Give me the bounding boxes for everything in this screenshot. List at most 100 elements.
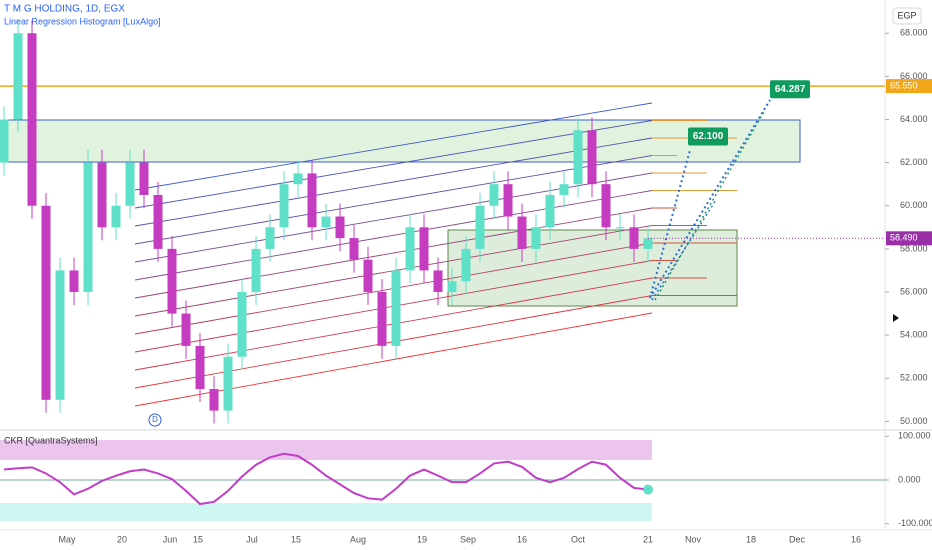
candle-body bbox=[615, 227, 625, 229]
candle-body bbox=[447, 281, 457, 292]
candle-body bbox=[167, 248, 177, 314]
candle-body bbox=[223, 356, 233, 411]
candle-body bbox=[321, 216, 331, 228]
x-tick-label: Dec bbox=[789, 534, 806, 544]
y-tick-label: 56.000 bbox=[900, 286, 928, 296]
target-label: 62.100 bbox=[693, 131, 724, 142]
osc-last bbox=[643, 484, 653, 495]
osc-tick-label: 0.000 bbox=[898, 474, 921, 484]
candle-body bbox=[363, 259, 373, 292]
dividend-icon[interactable] bbox=[148, 413, 162, 427]
y-tick-label: 62.000 bbox=[900, 157, 928, 167]
candle-body bbox=[251, 248, 261, 292]
candle-body bbox=[265, 227, 275, 249]
y-tick-label: 66.000 bbox=[900, 71, 928, 81]
x-tick-label: Jun bbox=[163, 534, 178, 544]
candle-body bbox=[391, 270, 401, 346]
candle-body bbox=[545, 194, 555, 228]
channel-line bbox=[134, 137, 653, 227]
candle-body bbox=[195, 345, 205, 390]
chart-title: T M G HOLDING, 1D, EGX bbox=[4, 4, 125, 15]
scroll-arrow[interactable] bbox=[893, 314, 899, 322]
candle-body bbox=[349, 238, 359, 260]
candle-body bbox=[419, 227, 429, 271]
candle-body bbox=[587, 130, 597, 185]
projection bbox=[649, 99, 771, 299]
oversold-band bbox=[0, 503, 652, 521]
currency: EGP bbox=[897, 10, 916, 20]
candle-body bbox=[335, 216, 345, 239]
price-line-label: 65.550 bbox=[890, 80, 918, 90]
osc-line bbox=[3, 452, 649, 506]
y-tick-label: 52.000 bbox=[900, 373, 928, 383]
candle-body bbox=[475, 205, 485, 249]
candle-body bbox=[41, 205, 51, 400]
candle-body bbox=[293, 173, 303, 185]
overbought-band bbox=[0, 440, 652, 460]
projection bbox=[654, 109, 766, 301]
candle-body bbox=[69, 270, 79, 292]
support-zone bbox=[447, 229, 738, 307]
price-line-box bbox=[886, 79, 932, 94]
candle-body bbox=[489, 184, 499, 206]
x-tick-label: Aug bbox=[350, 534, 366, 544]
candle-body bbox=[153, 194, 163, 249]
y-tick-label: 50.000 bbox=[900, 416, 928, 426]
candle-body bbox=[279, 184, 289, 228]
last-price-label: 58.490 bbox=[890, 233, 918, 243]
candle-body bbox=[461, 248, 471, 282]
candle-body bbox=[643, 238, 653, 249]
candle-body bbox=[97, 162, 107, 228]
channel-line bbox=[134, 190, 653, 281]
candle-body bbox=[139, 162, 149, 195]
candle-body bbox=[209, 389, 219, 411]
candle-body bbox=[111, 205, 121, 228]
candle-body bbox=[0, 119, 9, 163]
x-tick-label: 20 bbox=[117, 534, 127, 544]
osc-tick-label: 100.000 bbox=[898, 431, 931, 441]
candle-body bbox=[55, 270, 65, 400]
channel-line bbox=[134, 102, 653, 191]
target-box bbox=[688, 127, 728, 146]
candle-body bbox=[573, 130, 583, 185]
x-tick-label: 19 bbox=[417, 534, 427, 544]
x-tick-label: Sep bbox=[460, 534, 476, 544]
y-tick-label: 60.000 bbox=[900, 200, 928, 210]
x-tick-label: 21 bbox=[643, 534, 653, 544]
candle-body bbox=[503, 184, 513, 217]
channel-line bbox=[134, 312, 653, 407]
oscillator-title: CKR [QuantraSystems] bbox=[4, 435, 98, 445]
channel-line bbox=[134, 120, 653, 209]
channel-line bbox=[134, 207, 653, 299]
candle-body bbox=[377, 292, 387, 346]
y-tick-label: 68.000 bbox=[900, 28, 928, 38]
candle-body bbox=[125, 162, 135, 206]
x-tick-label: 16 bbox=[517, 534, 527, 544]
projection bbox=[649, 149, 691, 299]
dividend-icon-text: D bbox=[152, 415, 158, 424]
y-tick-label: 54.000 bbox=[900, 330, 928, 340]
candle-body bbox=[517, 216, 527, 249]
target-label: 64.287 bbox=[775, 84, 806, 95]
candle-body bbox=[405, 227, 415, 271]
channel-line bbox=[134, 155, 653, 245]
indicator-title: Linear Regression Histogram [LuxAlgo] bbox=[4, 16, 161, 26]
osc-tick-label: -100.000 bbox=[898, 518, 932, 528]
candle-body bbox=[433, 270, 443, 292]
candle-body bbox=[13, 33, 23, 120]
target-box bbox=[770, 80, 810, 99]
currency-box[interactable] bbox=[892, 7, 922, 25]
candle-body bbox=[181, 313, 191, 346]
candle-body bbox=[559, 184, 569, 195]
candle-body bbox=[83, 162, 93, 292]
candle-body bbox=[531, 227, 541, 249]
x-tick-label: Oct bbox=[571, 534, 586, 544]
x-tick-label: May bbox=[58, 534, 76, 544]
candle-body bbox=[601, 184, 611, 228]
candle-body bbox=[27, 33, 37, 206]
resistance-zone bbox=[0, 119, 801, 163]
candle-body bbox=[237, 292, 247, 357]
x-tick-label: 15 bbox=[291, 534, 301, 544]
x-tick-label: Nov bbox=[685, 534, 702, 544]
